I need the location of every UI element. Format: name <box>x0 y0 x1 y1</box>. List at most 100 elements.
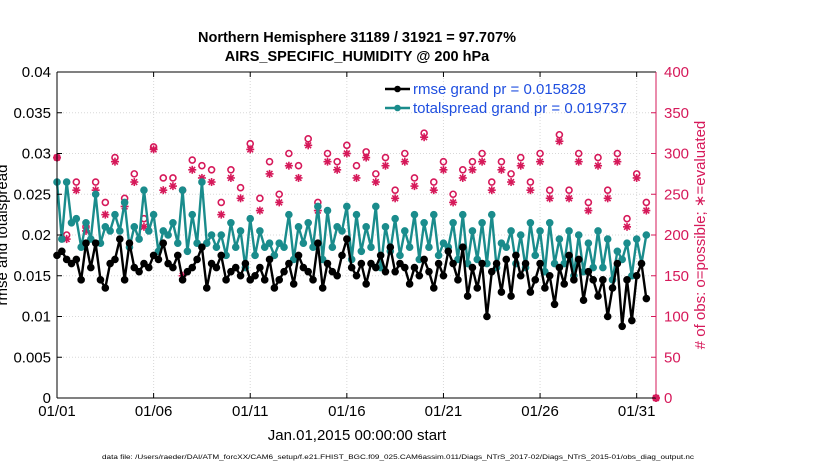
rmse-point <box>188 263 197 272</box>
totalspread-point <box>531 251 540 260</box>
rmse-point <box>449 259 457 268</box>
evaluated-obs-marker <box>371 178 380 187</box>
rmse-point <box>521 259 530 268</box>
rmse-point <box>96 276 105 284</box>
totalspread-point <box>545 218 554 227</box>
rmse-point <box>574 255 583 264</box>
totalspread-point <box>405 243 414 252</box>
possible-obs-marker <box>198 161 206 170</box>
legend-label-totalspread: totalspread grand pr = 0.019737 <box>413 100 627 117</box>
rmse-point <box>193 255 201 264</box>
evaluated-obs-marker <box>458 173 467 182</box>
grid-layer <box>56 71 656 399</box>
possible-obs-marker <box>594 153 602 162</box>
rmse-point <box>212 263 221 272</box>
totalspread-point <box>101 223 110 231</box>
totalspread-point <box>599 263 607 272</box>
possible-obs-marker <box>217 198 226 207</box>
evaluated-obs-marker <box>487 186 496 195</box>
totalspread-point <box>265 239 274 247</box>
totalspread-point <box>439 239 448 247</box>
possible-obs-marker <box>478 149 486 158</box>
rmse-point <box>468 263 477 272</box>
possible-obs-marker <box>468 157 477 166</box>
rmse-point <box>531 276 540 284</box>
totalspread-point <box>144 227 153 235</box>
totalspread-point <box>169 218 177 227</box>
rmse-point <box>628 316 636 325</box>
rmse-point <box>362 280 370 288</box>
rmse-point <box>289 280 298 288</box>
totalspread-point <box>449 218 457 227</box>
y-axis-label-left: rmse and totalspread <box>0 165 11 306</box>
x-axis-label: Jan.01,2015 00:00:00 start <box>268 427 447 444</box>
rmse-point <box>309 276 317 284</box>
totalspread-point <box>299 239 308 247</box>
rmse-point <box>173 251 182 260</box>
possible-obs-marker <box>372 170 380 178</box>
possible-obs-marker <box>507 170 515 178</box>
totalspread-point <box>468 227 477 235</box>
evaluated-obs-marker <box>149 145 158 154</box>
totalspread-point <box>565 227 573 235</box>
evaluated-obs-marker <box>323 157 332 166</box>
possible-obs-marker <box>642 198 651 207</box>
possible-obs-marker <box>497 157 506 166</box>
rmse-point <box>386 243 395 252</box>
rmse-point <box>367 259 375 268</box>
rmse-point <box>275 276 284 284</box>
rmse-point <box>154 255 163 264</box>
evaluated-obs-marker <box>584 206 593 215</box>
rmse-point <box>637 259 646 268</box>
totalspread-point <box>328 243 337 252</box>
totalspread-point <box>425 243 433 252</box>
rmse-point <box>478 259 486 268</box>
totalspread-point <box>357 247 366 256</box>
totalspread-point <box>526 218 535 227</box>
rmse-point <box>62 255 71 264</box>
y-axis-label-right: # of obs: o=possible; ∗=evaluated <box>692 121 709 350</box>
rmse-point <box>632 271 641 280</box>
totalspread-point <box>280 243 288 252</box>
totalspread-point <box>164 231 172 239</box>
x-tick-label: 01/21 <box>425 403 463 420</box>
rmse-point <box>444 247 453 256</box>
rmse-point <box>483 312 491 321</box>
rmse-point <box>429 284 438 292</box>
rmse-point <box>299 263 308 272</box>
totalspread-point <box>285 210 293 219</box>
totalspread-point <box>149 210 158 219</box>
totalspread-point <box>227 218 235 227</box>
possible-obs-marker <box>449 190 457 199</box>
evaluated-obs-marker <box>333 165 342 174</box>
totalspread-point <box>574 231 583 239</box>
rmse-point <box>260 276 269 284</box>
rmse-point <box>579 296 588 305</box>
y-tick-label-left: 0.025 <box>13 186 51 203</box>
totalspread-point <box>256 227 264 235</box>
possible-obs-marker <box>236 183 245 192</box>
legend-marker-rmse <box>394 85 401 93</box>
possible-obs-marker <box>555 130 564 139</box>
rmse-point <box>251 271 259 280</box>
rmse-point <box>376 251 385 260</box>
possible-obs-marker <box>565 186 573 194</box>
rmse-point <box>439 271 448 280</box>
totalspread-point <box>497 239 506 247</box>
totalspread-point <box>478 218 486 227</box>
possible-obs-marker <box>343 141 351 150</box>
possible-obs-marker <box>159 174 168 182</box>
totalspread-point <box>275 239 284 247</box>
y-tick-label-left: 0.01 <box>22 309 51 326</box>
evaluated-obs-marker <box>110 157 119 166</box>
evaluated-obs-marker <box>526 186 535 195</box>
rmse-point <box>550 300 559 309</box>
totalspread-point <box>362 223 370 231</box>
rmse-point <box>149 251 158 260</box>
totalspread-point <box>343 202 351 211</box>
evaluated-obs-marker <box>342 149 351 158</box>
possible-obs-marker <box>294 161 303 170</box>
rmse-point <box>425 267 433 276</box>
rmse-point <box>241 259 250 268</box>
